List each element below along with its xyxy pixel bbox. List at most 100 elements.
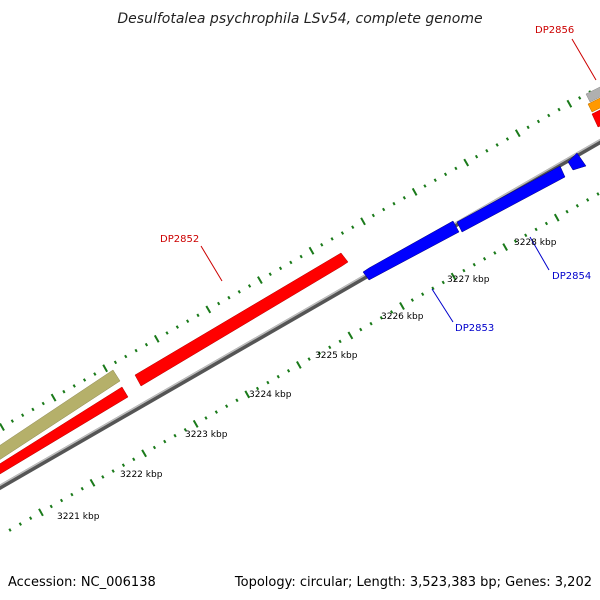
lower-tick-minor (596, 192, 600, 196)
upper-tick-minor (433, 178, 437, 182)
lower-tick-minor (18, 522, 22, 526)
upper-tick-major (102, 364, 108, 373)
gene-gray-right[interactable] (585, 82, 600, 103)
upper-tick-major (205, 305, 212, 314)
lower-tick-minor (431, 286, 435, 291)
upper-tick-minor (62, 389, 66, 394)
lower-tick-major (89, 478, 96, 487)
lower-tick-minor (163, 439, 167, 444)
upper-tick-minor (196, 313, 200, 318)
lower-tick-major (399, 302, 405, 310)
lower-tick-minor (493, 251, 497, 255)
accession-text: Accession: NC_006138 (8, 575, 156, 590)
lower-tick-minor (575, 204, 579, 208)
lower-tick-minor (173, 433, 177, 438)
gene-red-left[interactable] (0, 386, 129, 480)
lower-tick-minor (482, 257, 487, 261)
scale-label-3224: 3224 kbp (249, 390, 292, 400)
leader-dp2853 (431, 288, 454, 323)
gene-dp2854[interactable] (456, 165, 566, 233)
upper-tick-minor (485, 149, 489, 153)
lower-tick-major (296, 361, 302, 369)
label-dp2854[interactable]: DP2854 (552, 271, 591, 282)
gene-dp2852[interactable] (134, 252, 349, 387)
upper-tick-minor (474, 154, 479, 159)
upper-tick-minor (340, 231, 345, 235)
gene-small-blue[interactable] (567, 152, 587, 171)
upper-tick-minor (278, 266, 283, 271)
upper-tick-minor (72, 384, 76, 388)
upper-tick-minor (351, 225, 355, 229)
upper-tick-minor (557, 107, 561, 112)
lower-tick-minor (214, 410, 218, 414)
lower-tick-minor (328, 345, 332, 350)
lower-tick-minor (462, 268, 466, 273)
scale-label-3226: 3226 kbp (381, 312, 424, 322)
lower-tick-major (347, 331, 354, 340)
upper-tick-minor (113, 360, 118, 365)
lower-tick-minor (111, 469, 115, 473)
lower-tick-minor (152, 445, 157, 450)
lower-tick-major (141, 449, 147, 458)
lower-tick-minor (534, 227, 538, 232)
lower-tick-minor (565, 209, 569, 214)
upper-tick-minor (578, 96, 582, 100)
label-dp2856[interactable]: DP2856 (535, 25, 574, 36)
lower-tick-minor (80, 486, 84, 491)
lower-tick-minor (586, 198, 590, 202)
upper-tick-minor (320, 243, 324, 247)
upper-tick-major (50, 393, 57, 402)
label-dp2853[interactable]: DP2853 (455, 323, 494, 334)
upper-tick-minor (175, 325, 179, 329)
lower-tick-minor (225, 404, 229, 408)
gene-olive-left[interactable] (0, 369, 121, 466)
upper-tick-minor (247, 284, 252, 288)
upper-tick-major (257, 276, 263, 285)
gene-orange-right[interactable] (587, 93, 600, 113)
upper-tick-minor (93, 372, 97, 376)
upper-tick-minor (144, 342, 149, 347)
upper-tick-minor (392, 201, 396, 206)
lower-tick-minor (317, 351, 322, 355)
upper-tick-major (411, 187, 418, 196)
lower-tick-minor (359, 327, 363, 332)
lower-tick-minor (338, 339, 342, 344)
lower-tick-minor (49, 504, 53, 509)
scale-label-3223: 3223 kbp (185, 430, 228, 440)
lower-tick-minor (255, 386, 260, 391)
upper-tick-minor (237, 290, 241, 294)
label-dp2852[interactable]: DP2852 (160, 234, 199, 245)
gene-dp2856[interactable] (591, 105, 600, 128)
lower-tick-minor (544, 221, 549, 226)
scale-label-3221: 3221 kbp (57, 512, 100, 522)
scale-label-3228: 3228 kbp (514, 238, 557, 248)
lower-tick-major (553, 213, 560, 222)
upper-tick-minor (82, 378, 87, 382)
lower-tick-minor (235, 398, 239, 403)
upper-tick-minor (21, 413, 25, 417)
lower-tick-minor (472, 262, 476, 267)
leader-dp2852 (200, 245, 223, 282)
upper-tick-major (463, 158, 470, 167)
gene-dp2853[interactable] (362, 220, 460, 281)
upper-tick-minor (402, 196, 406, 200)
genome-backbone-highlight (0, 138, 600, 487)
leader-dp2856 (571, 38, 597, 81)
scale-label-3227: 3227 kbp (447, 275, 490, 285)
upper-tick-minor (526, 125, 530, 130)
lower-tick-minor (390, 310, 394, 314)
upper-tick-minor (165, 331, 169, 335)
lower-tick-minor (204, 416, 208, 420)
upper-tick-minor (423, 184, 427, 188)
upper-tick-major (514, 129, 521, 138)
upper-tick-minor (382, 207, 386, 212)
upper-tick-major (360, 217, 366, 226)
lower-tick-major (450, 272, 457, 281)
lower-tick-minor (29, 516, 33, 520)
lower-tick-minor (379, 316, 383, 320)
upper-tick-row (0, 90, 592, 431)
lower-tick-minor (132, 457, 136, 462)
lower-tick-minor (121, 463, 126, 467)
upper-tick-major (308, 246, 315, 255)
